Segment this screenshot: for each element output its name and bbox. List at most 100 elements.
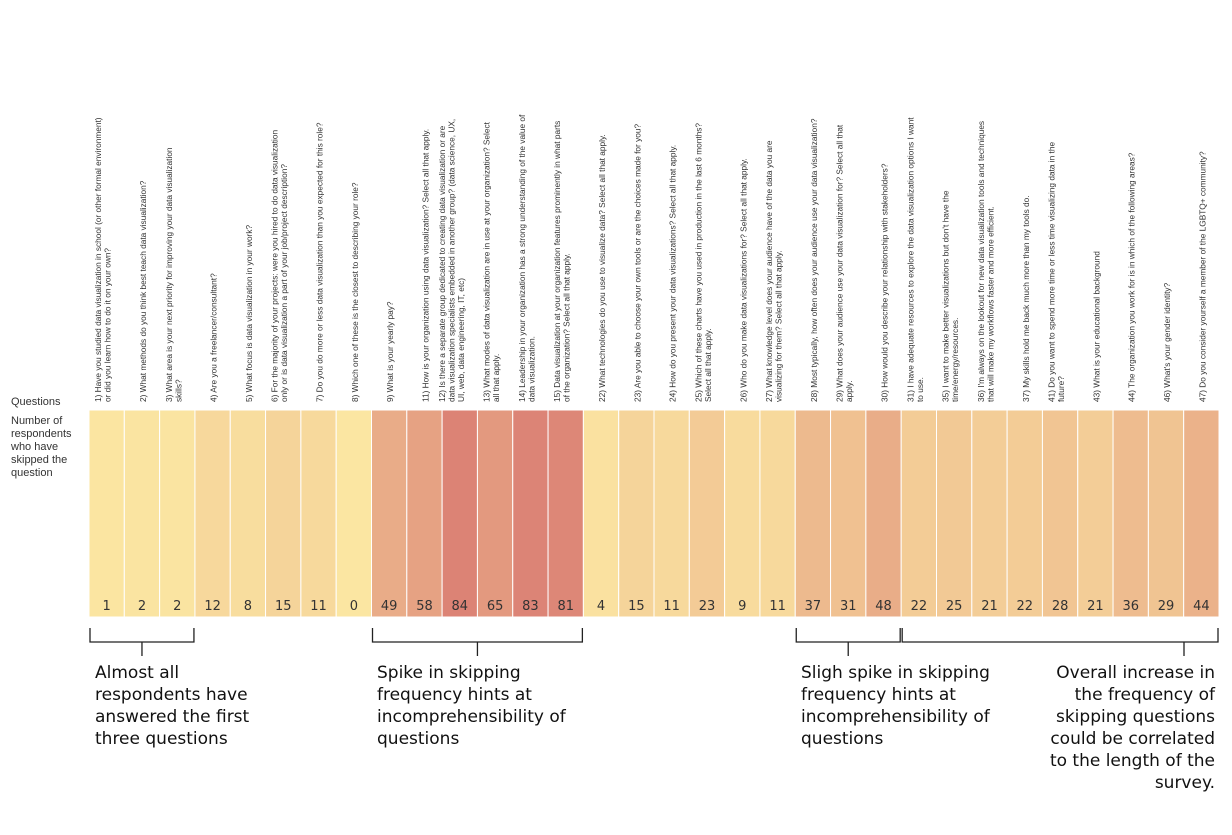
cell-value-label: 36 xyxy=(1122,599,1139,614)
cell-value-label: 11 xyxy=(663,599,680,614)
cell-value-label: 81 xyxy=(557,599,574,614)
heatmap-cell xyxy=(1147,409,1185,618)
heatmap-cell xyxy=(1183,409,1220,618)
heatmap-cell xyxy=(547,409,584,618)
cell-value-label: 1 xyxy=(103,599,111,614)
annotation-spike: Spike in skipping frequency hints at inc… xyxy=(377,663,566,749)
cell-value-label: 22 xyxy=(911,599,928,614)
heatmap-cell xyxy=(618,409,655,618)
question-label: 47) Do you consider yourself a member of… xyxy=(1197,151,1207,402)
cell-value-label: 21 xyxy=(981,599,998,614)
cell-value-label: 25 xyxy=(946,599,963,614)
heatmap-cell xyxy=(1006,409,1043,618)
cell-value-label: 28 xyxy=(1052,599,1069,614)
question-label: 24) How do you present your data visuali… xyxy=(668,145,678,402)
cell-value-label: 84 xyxy=(452,599,469,614)
heatmap-cell xyxy=(406,409,443,618)
heatmap-cell xyxy=(1041,409,1079,618)
annotation-slight-spike: Sligh spike in skipping frequency hints … xyxy=(801,663,990,749)
cell-value-label: 37 xyxy=(805,599,822,614)
cell-value-label: 83 xyxy=(522,599,539,614)
question-label: 27) What knowledge level does your audie… xyxy=(764,140,784,402)
annotation-bracket xyxy=(901,628,1219,656)
question-label: 15) Data visualization at your organizat… xyxy=(552,121,572,402)
question-label: 9) What is your yearly pay? xyxy=(385,301,395,402)
question-label: 31) I have adequate resources to explore… xyxy=(905,117,925,402)
annotation-overall-increase: Overall increase in the frequency of ski… xyxy=(1049,663,1215,793)
heatmap-cell xyxy=(88,409,125,618)
question-label: 22) What technologies do you use to visu… xyxy=(597,134,607,402)
question-label: 25) Which of these charts have you used … xyxy=(693,123,713,402)
skipped-row-label: Number of respondents who have skipped t… xyxy=(11,415,72,479)
question-label: 43) What is your educational background xyxy=(1091,251,1101,402)
heatmap-cell xyxy=(936,409,973,618)
heatmap-cell xyxy=(865,409,902,618)
heatmap-cell xyxy=(688,409,726,618)
heatmap-cell xyxy=(123,409,161,618)
question-label: 7) Do you do more or less data visualiza… xyxy=(315,122,325,402)
cell-value-label: 4 xyxy=(597,599,605,614)
question-label: 30) How would you describe your relation… xyxy=(880,163,890,402)
annotation-bracket xyxy=(371,628,584,656)
question-label: 35) I want to make better visualizations… xyxy=(941,190,961,402)
question-label: 6) For the majority of your projects: we… xyxy=(270,130,290,402)
cell-value-label: 2 xyxy=(138,599,146,614)
heatmap-cell xyxy=(794,409,832,618)
question-label: 14) Leadership in your organization has … xyxy=(517,114,537,402)
annotation-bracket xyxy=(795,628,901,656)
heatmap-cell xyxy=(335,409,372,618)
heatmap-cell xyxy=(194,409,231,618)
question-label: 28) Most typically, how often does your … xyxy=(809,118,819,402)
heatmap-cell xyxy=(1112,409,1149,618)
heatmap-cell xyxy=(582,409,620,618)
question-label: 29) What does your audience use your dat… xyxy=(835,124,855,402)
cell-value-label: 29 xyxy=(1158,599,1175,614)
heatmap-cell xyxy=(229,409,267,618)
heatmap-cell xyxy=(476,409,514,618)
question-label: 26) Who do you make data visualizations … xyxy=(738,158,748,402)
heatmap-cell xyxy=(265,409,302,618)
cell-value-label: 49 xyxy=(381,599,398,614)
question-label: 44) The organization you work for is in … xyxy=(1127,152,1137,402)
question-label: 41) Do you want to spend more time or le… xyxy=(1047,142,1067,402)
cell-value-label: 48 xyxy=(875,599,892,614)
question-label: 3) What area is your next priority for i… xyxy=(164,147,184,402)
annotation-bracket xyxy=(89,628,195,656)
question-label: 8) Which one of these is the closest to … xyxy=(350,182,360,402)
cell-value-label: 31 xyxy=(840,599,857,614)
cell-value-label: 15 xyxy=(275,599,292,614)
cell-value-label: 9 xyxy=(738,599,746,614)
question-label: 12) Is there a separate group dedicated … xyxy=(437,119,466,402)
cell-value-label: 65 xyxy=(487,599,504,614)
heatmap-cell xyxy=(512,409,549,618)
cell-value-label: 2 xyxy=(173,599,181,614)
cell-value-label: 23 xyxy=(699,599,716,614)
question-label: 1) Have you studied data visualization i… xyxy=(93,117,113,402)
question-label: 23) Are you able to choose your own tool… xyxy=(632,124,642,402)
heatmap-cell xyxy=(653,409,690,618)
heatmap-cell xyxy=(971,409,1008,618)
heatmap-cell xyxy=(759,409,796,618)
heatmap-cell xyxy=(724,409,761,618)
question-label: 2) What methods do you think best teach … xyxy=(138,180,148,402)
cell-value-label: 8 xyxy=(244,599,252,614)
cell-value-label: 0 xyxy=(350,599,358,614)
cell-value-label: 15 xyxy=(628,599,645,614)
question-label: 46) What's your gender identity? xyxy=(1162,282,1172,402)
cell-value-label: 21 xyxy=(1087,599,1104,614)
cell-value-label: 11 xyxy=(769,599,786,614)
question-label: 5) What focus is data visualization in y… xyxy=(244,225,254,402)
cell-value-label: 12 xyxy=(204,599,221,614)
question-label: 36) I'm always on the lookout for new da… xyxy=(976,121,996,402)
question-label: 11) How is your organization using data … xyxy=(420,129,430,402)
heatmap-cell xyxy=(159,409,196,618)
question-label: 37) My skills hold me back much more tha… xyxy=(1021,195,1031,402)
questions-row-label: Questions xyxy=(11,396,61,408)
annotation-first-questions: Almost all respondents have answered the… xyxy=(95,663,250,749)
cell-value-label: 11 xyxy=(310,599,327,614)
heatmap-cell xyxy=(1077,409,1114,618)
heatmap-cell xyxy=(300,409,337,618)
question-label: 13) What modes of data visualization are… xyxy=(482,121,502,402)
